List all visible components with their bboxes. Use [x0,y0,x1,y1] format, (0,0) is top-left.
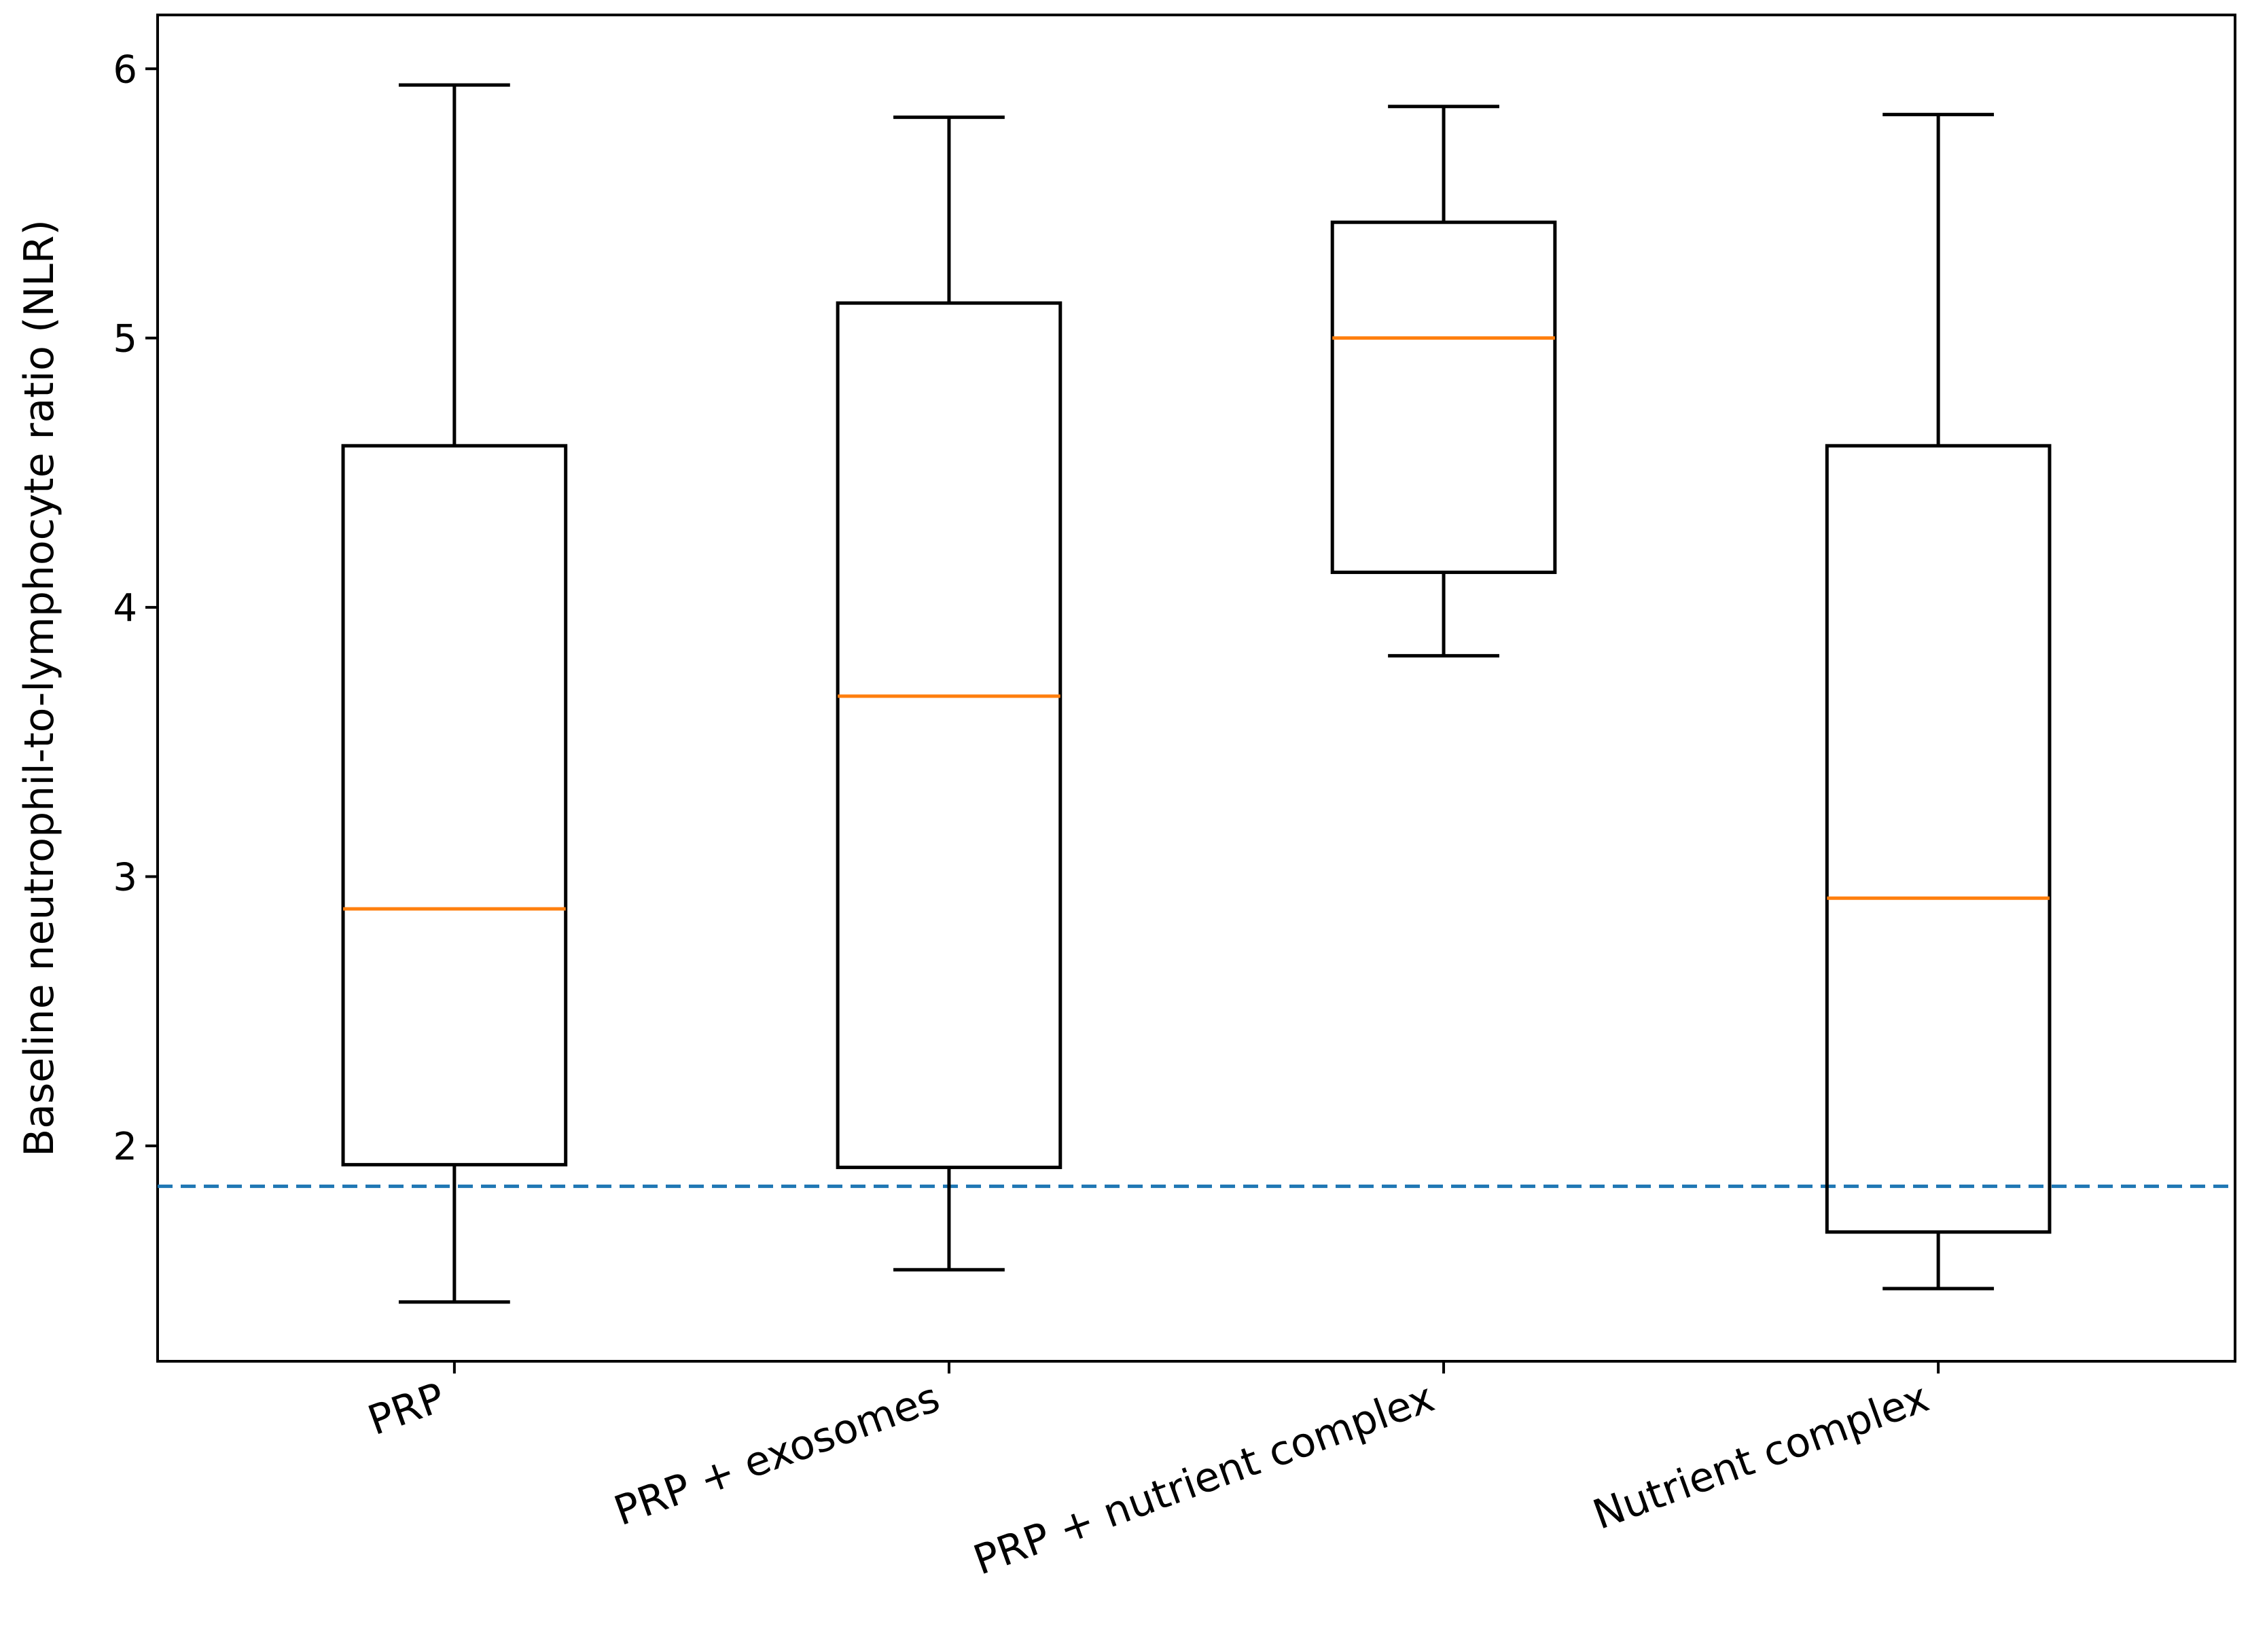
plot-frame [156,14,2236,1363]
y-tick-label: 2 [113,1125,137,1169]
y-tick-label: 4 [113,586,137,630]
box-group [1825,113,2052,1291]
box-group [341,83,568,1304]
y-tick-label: 5 [113,317,137,361]
x-tick-label: PRP + nutrient complex [967,1373,1440,1584]
y-axis-label: Baseline neutrophil-to-lymphocyte ratio … [16,219,63,1157]
x-tick-label: PRP [362,1373,451,1445]
x-tick-label: PRP + exosomes [608,1373,946,1535]
iqr-box [341,444,568,1167]
y-tick-label: 3 [113,855,137,899]
y-tick-label: 6 [113,48,137,92]
x-tick-label: Nutrient complex [1587,1373,1935,1539]
box-group [836,115,1062,1272]
iqr-box [1825,444,2052,1234]
box-group [1330,105,1557,658]
iqr-box [836,301,1062,1170]
iqr-box [1330,220,1557,575]
